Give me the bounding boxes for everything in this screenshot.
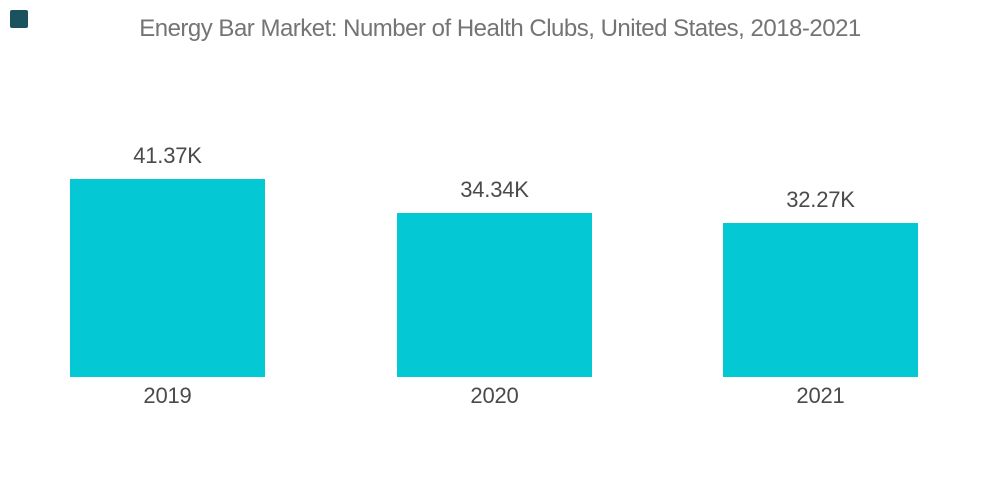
bar-2019 [70, 179, 265, 377]
value-label-2021: 32.27K [786, 186, 855, 212]
chart-title: Energy Bar Market: Number of Health Club… [139, 15, 861, 42]
category-label-2020: 2020 [470, 383, 519, 408]
bar-2020 [397, 212, 592, 377]
value-label-2019: 41.37K [133, 143, 202, 168]
bar-2021 [723, 222, 918, 377]
category-label-2019: 2019 [143, 383, 192, 408]
value-label-2020: 34.34K [460, 176, 529, 202]
category-label-2021: 2021 [796, 383, 845, 408]
brand-mark [10, 10, 28, 28]
